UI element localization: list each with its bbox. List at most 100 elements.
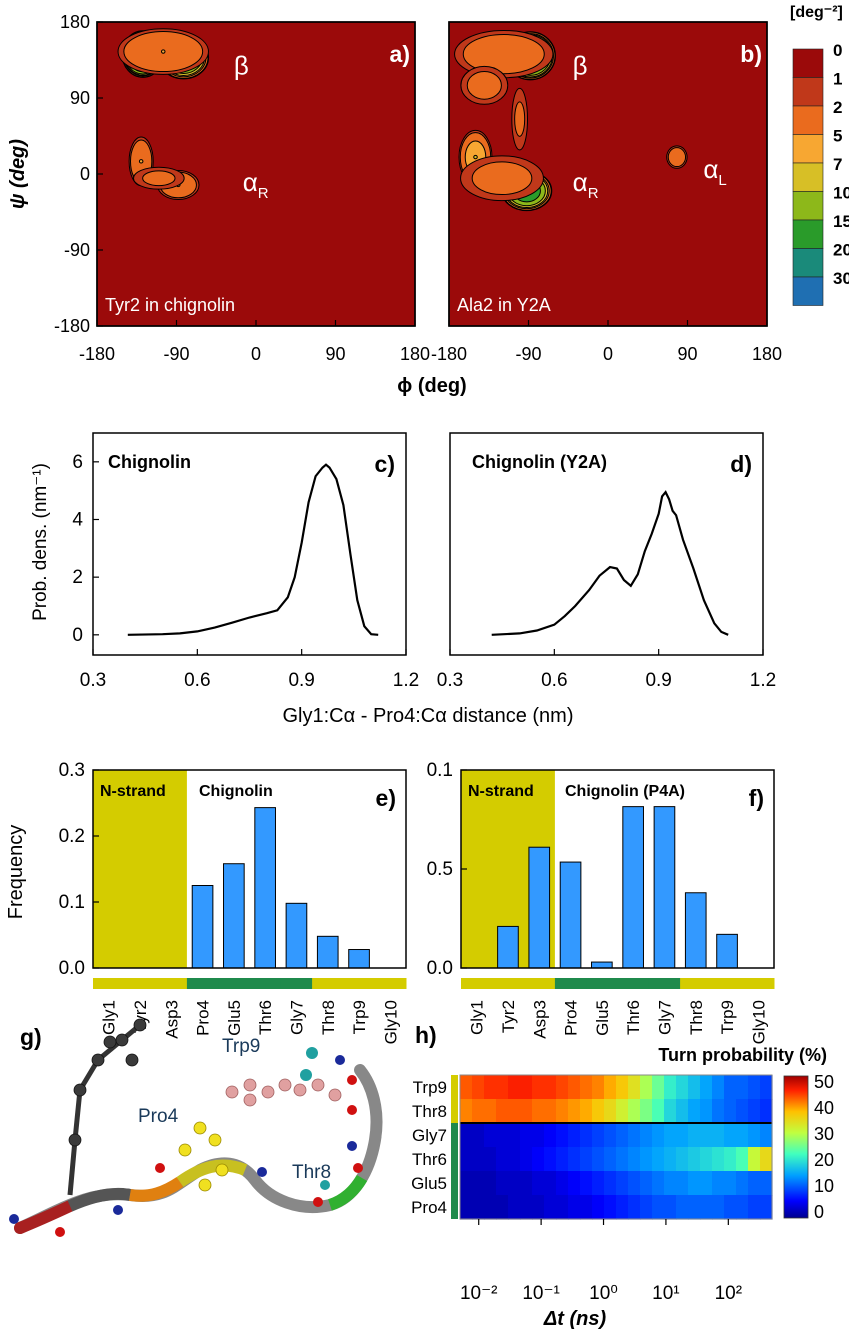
colorbar-tick-label: 10 bbox=[814, 1176, 834, 1196]
heatmap-cell bbox=[688, 1075, 701, 1100]
density-contour bbox=[471, 161, 533, 196]
residue-band-segment bbox=[680, 978, 712, 989]
heatmap-cell bbox=[508, 1075, 521, 1100]
colorbar-level: 7 bbox=[833, 155, 842, 174]
panel-c-label: c) bbox=[375, 451, 395, 477]
heatmap-cell bbox=[460, 1147, 473, 1172]
ribbon-pro4 bbox=[176, 1159, 248, 1187]
bar-e-nstrand-region bbox=[93, 770, 187, 968]
region-label: β bbox=[573, 50, 588, 80]
residue-label: Thr6 bbox=[256, 1000, 275, 1035]
heatmap-cell bbox=[580, 1099, 593, 1124]
residue-label: Trp9 bbox=[350, 1000, 369, 1034]
heatmap-cell bbox=[700, 1075, 713, 1100]
heatmap-cell bbox=[508, 1099, 521, 1124]
bar-e-title: Chignolin bbox=[199, 783, 273, 800]
heatmap-cell bbox=[676, 1195, 689, 1220]
heatmap-cell bbox=[472, 1075, 485, 1100]
heatmap-cell bbox=[616, 1099, 629, 1124]
heatmap-cell bbox=[688, 1171, 701, 1196]
colorbar-level: 10 bbox=[833, 184, 849, 203]
heatmap-cell bbox=[640, 1075, 653, 1100]
bar bbox=[559, 861, 582, 969]
y-tick-label: 0.2 bbox=[59, 826, 85, 847]
x-tick-label: 180 bbox=[752, 344, 782, 364]
turn-heatmap-x-ticks: 10⁻² 10⁻¹ 10⁰ 10¹ 10² bbox=[460, 1219, 742, 1304]
heatmap-row-label: Glu5 bbox=[411, 1174, 447, 1193]
residue-label: Asp3 bbox=[162, 1000, 181, 1039]
colorbar-swatch bbox=[792, 191, 824, 221]
residue-label: Tyr2 bbox=[499, 1000, 518, 1033]
x-tick-label: -90 bbox=[163, 344, 189, 364]
bar-e-axes: Gly1 Tyr2 Asp3 Pro4 Glu5 Thr6 Gly7 Thr8 Trp9 Gly1… bbox=[59, 760, 407, 1044]
heatmap-cell bbox=[544, 1171, 557, 1196]
turn-heatmap-row-labels: Trp9 Thr8 Gly7 Thr6 Glu5 Pro4 bbox=[411, 1078, 447, 1217]
panel-e: N-strand Chignolin e) Gly1 Tyr2 Asp3 Pro4 Gl… bbox=[5, 760, 407, 1044]
heatmap-row-label: Thr8 bbox=[412, 1102, 447, 1121]
colorbar-level: 20 bbox=[833, 241, 849, 260]
heatmap-cell bbox=[760, 1171, 773, 1196]
residue-band-segment bbox=[523, 978, 556, 989]
y-tick-label: 0.0 bbox=[427, 958, 453, 979]
heatmap-cell bbox=[664, 1123, 677, 1148]
heatmap-row-label: Pro4 bbox=[411, 1198, 447, 1217]
bar-e-bars bbox=[191, 807, 370, 969]
colorbar-tick-label: 30 bbox=[814, 1124, 834, 1144]
heatmap-cell bbox=[496, 1123, 509, 1148]
colorbar-swatch bbox=[792, 248, 824, 278]
density-contour bbox=[160, 49, 166, 54]
x-tick-label: 0.9 bbox=[288, 670, 314, 691]
heatmap-row-label: Trp9 bbox=[413, 1078, 447, 1097]
heatmap-cell bbox=[472, 1099, 485, 1124]
y-tick-label: 0.1 bbox=[427, 760, 453, 781]
heatmap-cell bbox=[724, 1171, 737, 1196]
turn-heatmap-frame bbox=[459, 1074, 773, 1220]
heatmap-cell bbox=[520, 1123, 533, 1148]
heatmap-cell bbox=[532, 1195, 545, 1220]
bar bbox=[191, 885, 214, 969]
bar bbox=[622, 806, 644, 969]
panel-g: g) bbox=[9, 1018, 383, 1237]
ribbon-gly1 bbox=[14, 1200, 76, 1234]
heatmap-cell bbox=[640, 1099, 653, 1124]
panel-a-label: a) bbox=[390, 41, 410, 67]
colorbar-level: 15 bbox=[833, 212, 849, 231]
colorbar-tick-label: 0 bbox=[814, 1202, 824, 1222]
residue-label: Gly7 bbox=[655, 1000, 674, 1035]
heatmap-cell bbox=[556, 1099, 569, 1124]
heatmap-cell bbox=[640, 1147, 653, 1172]
residue-label: Gly7 bbox=[287, 1000, 306, 1035]
y-tick-label: 0 bbox=[72, 625, 83, 646]
residue-label: Thr8 bbox=[319, 1000, 338, 1035]
residue-band-segment bbox=[155, 978, 188, 989]
heatmap-cell bbox=[484, 1075, 497, 1100]
heatmap-cell bbox=[568, 1195, 581, 1220]
heatmap-cell bbox=[724, 1075, 737, 1100]
heatmap-cell bbox=[604, 1099, 617, 1124]
colorbar-tick-label: 40 bbox=[814, 1098, 834, 1118]
colorbar-level: 1 bbox=[833, 70, 842, 89]
bar bbox=[653, 806, 676, 969]
turn-heatmap-band-yellow bbox=[451, 1075, 458, 1123]
heatmap-cell bbox=[472, 1123, 485, 1148]
heatmap-cell bbox=[592, 1123, 605, 1148]
x-tick-label: -180 bbox=[79, 344, 115, 364]
heatmap-cell bbox=[520, 1075, 533, 1100]
heatmap-cell bbox=[604, 1147, 617, 1172]
colorbar-level: 5 bbox=[833, 127, 842, 146]
bar-f-region-label: N-strand bbox=[468, 783, 534, 800]
residue-band-segment bbox=[374, 978, 407, 989]
density-contour bbox=[142, 170, 176, 187]
x-tick-label: 90 bbox=[677, 344, 697, 364]
x-tick-label: 0.9 bbox=[645, 670, 671, 691]
ramachandran-a-x-ticks: -180 -90 0 90 180 bbox=[79, 320, 430, 364]
y-tick-label: 2 bbox=[72, 567, 83, 588]
heatmap-cell bbox=[652, 1171, 665, 1196]
residue-label: Thr6 bbox=[624, 1000, 643, 1035]
y-tick-label: 0.5 bbox=[427, 859, 453, 880]
heatmap-cell bbox=[760, 1075, 773, 1100]
heatmap-cell bbox=[616, 1147, 629, 1172]
residue-label: Gly10 bbox=[749, 1000, 768, 1044]
distance-d-line bbox=[491, 490, 729, 636]
colorbar-swatch bbox=[792, 219, 824, 249]
